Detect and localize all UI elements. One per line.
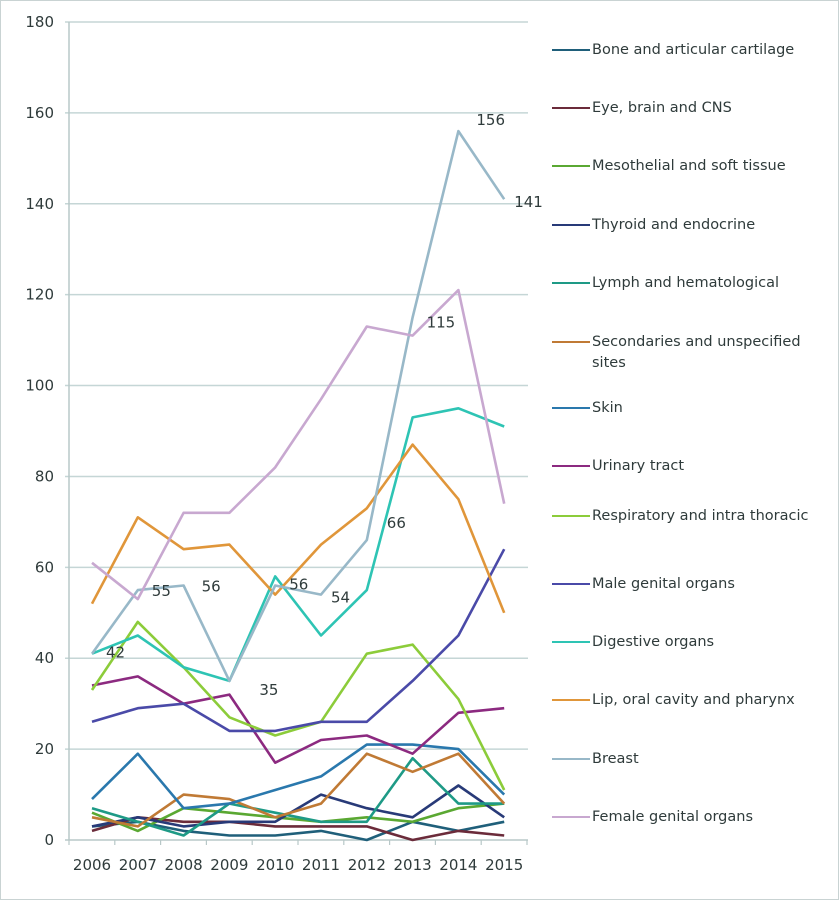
series-line-lymph-and-hematological: [91, 756, 505, 837]
data-label: 54: [331, 589, 350, 607]
legend-swatch: [552, 699, 590, 701]
legend-label: Skin: [592, 400, 623, 416]
legend-label: Thyroid and endocrine: [592, 217, 756, 233]
series-line-mesothelial-and-soft-tissue: [91, 802, 505, 833]
y-tick-label: 140: [25, 195, 54, 213]
legend-label: Digestive organs: [592, 634, 715, 650]
data-label: 115: [427, 313, 456, 331]
y-tick-label: 0: [44, 831, 54, 849]
y-tick-label: 160: [25, 104, 54, 122]
legend-item: Urinary tract: [552, 456, 832, 477]
data-label: 156: [476, 111, 505, 129]
legend-swatch: [552, 515, 590, 517]
x-tick-label: 2011: [302, 856, 340, 874]
x-tick-label: 2014: [439, 856, 477, 874]
legend-swatch: [552, 341, 590, 343]
legend-item: Digestive organs: [552, 632, 832, 653]
legend-item: Secondaries and unspecified sites: [552, 332, 832, 374]
y-axis-ticks: 0 20 40 60 80 100 120 140 160 180: [25, 13, 54, 849]
x-tick-label: 2010: [256, 856, 294, 874]
legend-swatch: [552, 165, 590, 167]
legend-swatch: [552, 641, 590, 643]
legend-item: Lymph and hematological: [552, 273, 832, 294]
x-tick-label: 2012: [348, 856, 386, 874]
series-line-bone-and-articular-cartilage: [91, 820, 505, 842]
axes: [65, 22, 528, 841]
y-tick-label: 80: [35, 467, 54, 485]
legend-swatch: [552, 49, 590, 51]
legend-swatch: [552, 107, 590, 109]
legend-swatch: [552, 465, 590, 467]
data-label: 55: [152, 582, 171, 600]
x-tick-label: 2006: [73, 856, 111, 874]
y-tick-label: 120: [25, 286, 54, 304]
legend-item: Skin: [552, 398, 832, 419]
legend-item: Respiratory and intra thoracic: [552, 506, 832, 527]
series-line-thyroid-and-endocrine: [91, 784, 505, 828]
series-lines: [90, 129, 506, 842]
legend-label: Lymph and hematological: [592, 275, 780, 291]
legend-swatch: [552, 224, 590, 226]
data-label: 42: [106, 644, 125, 662]
legend-swatch: [552, 282, 590, 284]
x-tick-label: 2015: [485, 856, 523, 874]
legend-label: Mesothelial and soft tissue: [592, 158, 786, 174]
x-tick-label: 2007: [119, 856, 157, 874]
y-tick-label: 180: [25, 13, 54, 31]
x-axis-ticks: 2006 2007 2008 2009 2010 2011 2012 2013 2014 2015: [68, 840, 528, 874]
legend-label: Respiratory and intra thoracic: [592, 508, 809, 524]
series-line-lip-oral-cavity-and-pharynx: [90, 443, 506, 614]
x-tick-label: 2013: [394, 856, 432, 874]
series-line-female-genital-organs: [91, 288, 506, 601]
legend-label: Male genital organs: [592, 576, 735, 592]
legend-label: Lip, oral cavity and pharynx: [592, 692, 795, 708]
series-line-digestive-organs: [91, 406, 505, 683]
series-line-breast: [90, 129, 506, 683]
legend-swatch: [552, 816, 590, 818]
x-tick-label: 2008: [165, 856, 203, 874]
data-labels: 42 55 56 35 56 54 66 115 156 141: [106, 111, 543, 699]
legend-label: Bone and articular cartilage: [592, 42, 795, 58]
legend-label: Secondaries and unspecified sites: [592, 334, 801, 371]
data-label: 66: [387, 514, 406, 532]
series-line-urinary-tract: [91, 675, 505, 765]
legend-swatch: [552, 407, 590, 409]
data-label: 56: [202, 578, 221, 596]
series-line-respiratory-and-intra-thoracic: [90, 620, 506, 791]
legend-item: Female genital organs: [552, 807, 832, 828]
legend-swatch: [552, 758, 590, 760]
legend-item: Breast: [552, 749, 832, 770]
legend-item: Thyroid and endocrine: [552, 215, 832, 236]
legend-item: Lip, oral cavity and pharynx: [552, 690, 832, 711]
data-label: 141: [514, 193, 543, 211]
legend-item: Bone and articular cartilage: [552, 40, 832, 61]
legend-label: Eye, brain and CNS: [592, 100, 732, 116]
data-label: 35: [259, 681, 278, 699]
y-tick-label: 100: [25, 377, 54, 395]
legend-label: Urinary tract: [592, 458, 685, 474]
series-line-male-genital-organs: [91, 548, 506, 733]
y-tick-label: 60: [35, 558, 54, 576]
series-line-skin: [91, 743, 506, 810]
legend-swatch: [552, 583, 590, 585]
legend-label: Breast: [592, 751, 639, 767]
legend-item: Eye, brain and CNS: [552, 98, 832, 119]
legend-label: Female genital organs: [592, 809, 754, 825]
y-tick-label: 20: [35, 740, 54, 758]
data-label: 56: [289, 576, 308, 594]
legend-item: Mesothelial and soft tissue: [552, 156, 832, 177]
x-tick-label: 2009: [210, 856, 248, 874]
series-line-secondaries-and-unspecified-sites: [91, 752, 506, 828]
legend-item: Male genital organs: [552, 574, 832, 595]
y-tick-label: 40: [35, 649, 54, 667]
